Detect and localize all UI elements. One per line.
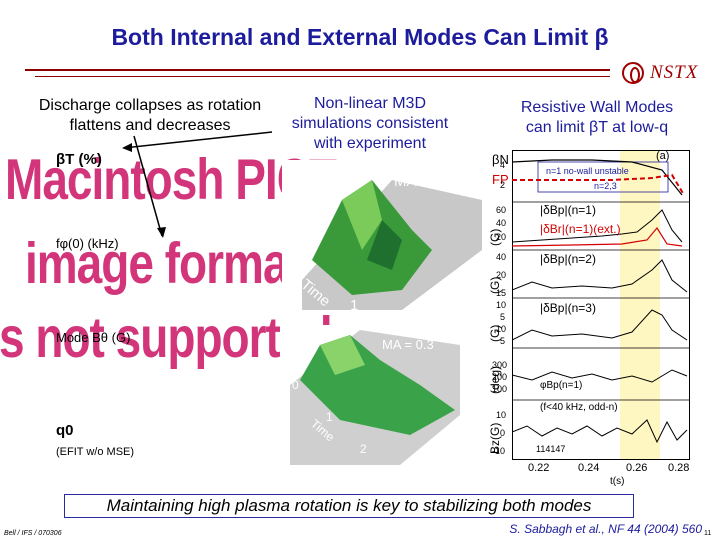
tick: 10 [496, 410, 507, 420]
nstx-logo: NSTX [622, 62, 714, 88]
left-heading: Discharge collapses as rotation flattens… [20, 96, 280, 136]
middle-heading-line2: simulations consistent [291, 115, 449, 132]
rwm-frame [512, 150, 690, 460]
pict-line3: s not supported [0, 304, 333, 370]
logo-text: NSTX [650, 62, 699, 83]
rwm-panel-tag: (a) [656, 150, 670, 162]
logo-emblem-icon [622, 62, 644, 84]
sim-top-axis-zero: 0 [288, 247, 296, 264]
middle-heading-line1: Non-linear M3D [313, 95, 427, 112]
tick: 20 [496, 270, 507, 280]
tick: 10 [496, 324, 507, 334]
tick: 60 [496, 205, 507, 215]
tick: 300 [492, 360, 508, 370]
arrowhead-rotation [157, 227, 166, 238]
arrows-graphic [122, 131, 273, 238]
rwm-fp-label: FP [492, 172, 509, 187]
page-number: 11 [704, 530, 712, 537]
label-mode-b: Mode Bθ (G) [56, 330, 131, 345]
tick: 2 [500, 180, 506, 190]
tick: 200 [492, 372, 508, 382]
tick: 5 [500, 336, 506, 346]
trace-phase [512, 369, 688, 383]
sim-bottom-highlight [320, 335, 365, 375]
x-tick: 0.28 [668, 462, 690, 474]
tick: 15 [496, 288, 507, 298]
trace-label-bz-filter: (f<40 kHz, odd-n) [540, 402, 618, 413]
x-tick: 0.24 [578, 462, 600, 474]
tick: 5 [500, 312, 506, 322]
tick: 100 [492, 384, 508, 394]
right-heading: Resistive Wall Modes can limit βT at low… [486, 98, 708, 138]
trace-fp [512, 173, 685, 196]
sim-bottom-ma: MA = 0.3 [382, 337, 434, 352]
right-heading-line1: Resistive Wall Modes [520, 99, 674, 116]
conclusion-banner: Maintaining high plasma rotation is key … [64, 494, 634, 518]
tick: 0 [500, 428, 506, 438]
pict-line2: image format [25, 230, 303, 296]
trace-dbp-n2 [512, 259, 688, 293]
sim-top-axis-one: 1 [350, 297, 358, 310]
sim-bottom-axis-one: 1 [326, 410, 333, 424]
title-rule-thin [35, 76, 610, 77]
sim-top-surface [312, 180, 432, 295]
tick: 40 [496, 218, 507, 228]
rwm-n23-label: n=2,3 [594, 181, 617, 191]
m3d-simulation-top: MA = 0 0 Time 1 [282, 160, 482, 310]
rwm-no-wall-label: n=1 no-wall unstable [546, 166, 629, 176]
citation: S. Sabbagh et al., NF 44 (2004) 560 [509, 522, 702, 536]
label-efit: (EFIT w/o MSE) [56, 446, 135, 458]
sim-top-highlight [342, 180, 382, 250]
left-heading-line1: Discharge collapses as rotation [38, 97, 262, 114]
trace-label-dbr-n1: |δBr|(n=1)(ext.) [540, 222, 621, 236]
footer-left: Bell / IFS / 070306 [4, 530, 62, 537]
trace-dbp-n1 [512, 209, 683, 243]
sim-top-ma: MA = 0 [394, 173, 441, 190]
sim-top-dark [367, 220, 402, 270]
rwm-beta-n-label: βN [492, 152, 509, 167]
middle-heading-line3: with experiment [313, 135, 427, 152]
trace-label-dbp-n1: |δBp|(n=1) [540, 203, 596, 217]
trace-beta-n [512, 159, 683, 196]
arrow-to-rotation [133, 135, 163, 237]
middle-heading: Non-linear M3D simulations consistent wi… [270, 94, 470, 154]
shot-number: 114147 [536, 444, 566, 454]
arrowhead-beta [122, 143, 132, 152]
m3d-simulation-bottom: MA = 0.3 0 1 Time 2 [280, 325, 480, 465]
left-heading-line2: flattens and decreases [69, 117, 231, 134]
trace-label-dbp-n2: |δBp|(n=2) [540, 252, 596, 266]
trace-label-phase: φBp(n=1) [540, 380, 583, 391]
rwm-traces [512, 159, 690, 444]
sim-bottom-axis-two: 2 [360, 442, 367, 456]
sim-bottom-axis-zero: 0 [292, 378, 299, 392]
tick: 10 [496, 300, 507, 310]
arrow-to-beta [123, 131, 273, 149]
x-tick: 0.26 [626, 462, 648, 474]
x-axis-label: t(s) [610, 476, 625, 487]
missing-pict-placeholder: Macintosh PICT image format s not suppor… [0, 150, 337, 380]
label-rotation-freq: fφ(0) (kHz) [56, 236, 119, 251]
label-q0: q0 [56, 422, 74, 439]
trace-label-dbp-n3: |δBp|(n=3) [540, 301, 596, 315]
slide-title: Both Internal and External Modes Can Lim… [111, 24, 609, 50]
pict-line1: Macintosh PICT [5, 146, 337, 212]
trace-dbp-n3 [512, 309, 688, 341]
tick: 20 [496, 232, 507, 242]
tick: 4 [500, 160, 506, 170]
trace-dbr-n1 [512, 226, 683, 247]
right-heading-line2: can limit βT at low-q [525, 119, 669, 136]
x-tick: 0.22 [528, 462, 550, 474]
tick: -10 [492, 446, 506, 456]
trace-bz [512, 419, 688, 444]
title-rule [25, 69, 610, 71]
label-beta-t: βT (%) [56, 151, 102, 168]
rwm-figure: βN FP (a) n=1 no-wall unstable n=2,3 |δB… [486, 148, 702, 488]
tick: 40 [496, 252, 507, 262]
